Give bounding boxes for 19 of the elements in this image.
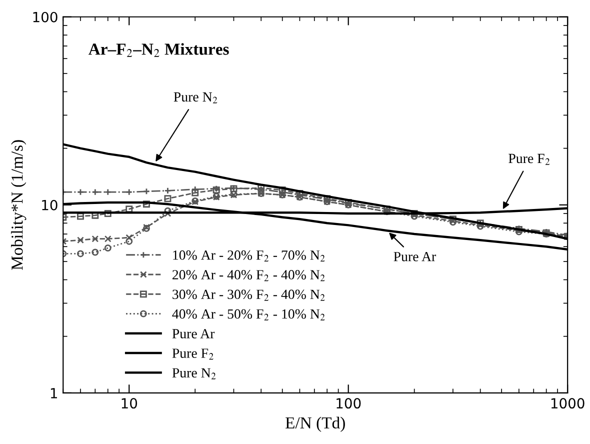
y-axis-title: Mobility*N (1/m/s) <box>11 140 26 270</box>
x-axis-title: E/N (Td) <box>286 416 345 432</box>
text: Ar–F$_{2}$–N$_{2}$ Mixtures <box>88 43 229 57</box>
x-tick-label: 1000 <box>551 398 584 409</box>
legend-label: Pure Ar <box>172 329 215 338</box>
legend-label: 30% Ar - 30% F$_{2}$ - 40% N$_{2}$ <box>172 290 325 301</box>
legend-label: Pure F$_{2}$ <box>172 348 214 360</box>
annotation: Pure F$_{2}$ <box>508 154 550 165</box>
annotation: Pure N$_{2}$ <box>174 92 218 104</box>
y-tick-label: 100 <box>33 12 58 22</box>
legend-label: 10% Ar - 20% F$_{2}$ - 70% N$_{2}$ <box>173 250 325 262</box>
y-tick-label: 10 <box>42 200 58 210</box>
annotation: Pure Ar <box>394 252 436 262</box>
x-tick-label: 10 <box>122 398 138 409</box>
legend-label: 40% Ar - 50% F$_{2}$ - 10% N$_{2}$ <box>172 309 325 320</box>
legend-label: Pure N$_{2}$ <box>172 368 216 380</box>
legend-label: 20% Ar - 40% F$_{2}$ - 40% N$_{2}$ <box>172 270 325 282</box>
y-tick-label: 1 <box>50 388 57 398</box>
x-tick-label: 100 <box>336 398 361 409</box>
